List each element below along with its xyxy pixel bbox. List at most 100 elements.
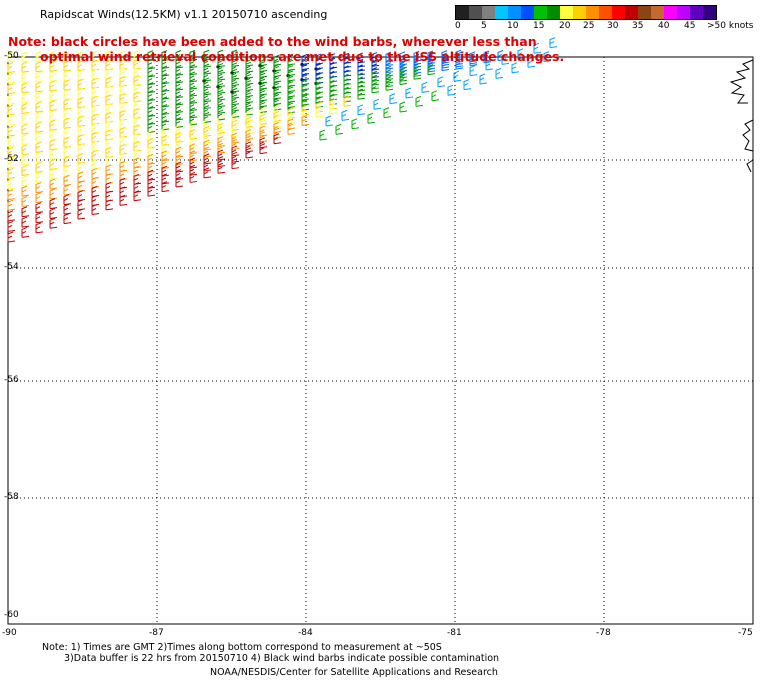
wind-barb	[231, 100, 240, 112]
wind-barb	[105, 146, 114, 158]
color-scale-swatch	[664, 6, 677, 19]
wind-barb	[21, 144, 30, 156]
wind-barb	[63, 70, 72, 82]
wind-barb	[217, 116, 226, 128]
wind-barb	[203, 56, 212, 68]
wind-barb	[203, 160, 212, 172]
wind-barb	[63, 203, 72, 215]
color-scale-swatch	[495, 6, 508, 19]
wind-barb	[21, 61, 30, 73]
color-scale-label: >50 knots	[707, 21, 754, 31]
wind-barb	[217, 82, 226, 94]
wind-barb	[21, 164, 30, 176]
graticule	[8, 57, 753, 624]
wind-barb	[21, 103, 30, 115]
wind-barb	[479, 73, 488, 85]
color-scale-label: 30	[607, 21, 619, 31]
wind-barb	[287, 70, 296, 82]
wind-barb	[91, 158, 100, 170]
wind-barb	[35, 202, 44, 214]
wind-barb	[7, 83, 16, 95]
wind-barb	[343, 95, 352, 107]
wind-barb	[175, 146, 184, 158]
wind-barb	[259, 143, 268, 155]
wind-barb	[287, 97, 296, 109]
wind-barb	[373, 98, 382, 110]
wind-barb	[231, 145, 240, 157]
wind-barb	[161, 96, 170, 108]
wind-barb	[161, 57, 170, 69]
color-scale-swatch	[482, 6, 495, 19]
wind-barb	[49, 207, 58, 219]
wind-barb	[175, 50, 184, 62]
wind-barb	[161, 80, 170, 92]
wind-barb	[217, 162, 226, 174]
wind-barb	[189, 143, 198, 155]
wind-barb	[21, 72, 30, 84]
color-scale-swatch	[534, 6, 547, 19]
wind-barb	[105, 138, 114, 150]
color-scale-label: 40	[658, 21, 670, 31]
wind-barb	[287, 107, 296, 119]
wind-barb	[259, 113, 268, 125]
wind-barb	[49, 100, 58, 112]
color-scale-swatch	[560, 6, 573, 19]
wind-barb	[259, 96, 268, 108]
color-scale-swatch	[638, 6, 651, 19]
wind-barb	[35, 192, 44, 204]
wind-barb	[161, 134, 170, 146]
wind-barb	[91, 77, 100, 89]
wind-barb	[231, 107, 240, 119]
color-scale-label: 45	[684, 21, 696, 31]
wind-barb	[77, 134, 86, 146]
wind-barb	[341, 109, 350, 121]
wind-barb	[35, 212, 44, 224]
wind-barb	[245, 116, 254, 128]
color-scale-label: 35	[632, 21, 644, 31]
wind-barb	[7, 72, 16, 84]
wind-barb	[485, 59, 494, 71]
wind-barb	[273, 65, 282, 77]
wind-barb	[175, 87, 184, 99]
color-scale-swatch	[456, 6, 469, 19]
color-scale-swatch	[573, 6, 586, 19]
wind-barb	[63, 51, 72, 62]
wind-barb	[35, 121, 44, 133]
wind-barb	[175, 72, 184, 84]
footer-note-line1: Note: 1) Times are GMT 2)Times along bot…	[42, 642, 442, 653]
wind-barb	[105, 76, 114, 88]
wind-barb	[77, 125, 86, 137]
wind-barb	[231, 49, 240, 61]
wind-barb	[175, 64, 184, 76]
wind-barb	[189, 57, 198, 69]
wind-barb	[217, 109, 226, 121]
plot-frame	[7, 56, 754, 625]
wind-barb	[35, 161, 44, 173]
wind-barb	[77, 162, 86, 174]
wind-barb	[63, 155, 72, 167]
wind-barb	[399, 74, 408, 85]
wind-barb	[287, 91, 296, 103]
wind-barb	[463, 79, 472, 91]
wind-barb	[49, 129, 58, 141]
wind-barb	[63, 89, 72, 101]
wind-barb	[501, 53, 510, 65]
wind-barb	[301, 109, 310, 121]
wind-barb	[273, 71, 282, 83]
wind-barb	[231, 94, 240, 106]
wind-barb	[217, 89, 226, 101]
wind-barb	[35, 91, 44, 103]
wind-barb	[49, 109, 58, 121]
wind-barb	[189, 128, 198, 140]
wind-barb	[245, 86, 254, 98]
wind-barb	[447, 84, 456, 96]
color-scale-label: 20	[559, 21, 571, 31]
wind-barb	[231, 75, 240, 87]
color-scale-swatch	[703, 6, 716, 19]
wind-barb	[189, 64, 198, 76]
wind-barb	[367, 112, 376, 124]
wind-barb	[77, 88, 86, 99]
wind-barb	[175, 124, 184, 136]
wind-barb	[63, 146, 72, 158]
